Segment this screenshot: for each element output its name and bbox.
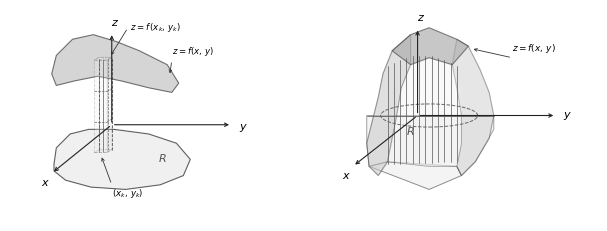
Text: y: y — [563, 110, 570, 121]
Text: z: z — [417, 13, 423, 23]
Polygon shape — [369, 162, 461, 189]
Text: $z = f\,(x_k,\,y_k)$: $z = f\,(x_k,\,y_k)$ — [131, 21, 181, 34]
Text: $(x_k,\,y_k)$: $(x_k,\,y_k)$ — [112, 187, 143, 200]
Polygon shape — [107, 57, 112, 152]
Polygon shape — [452, 39, 494, 176]
Polygon shape — [367, 116, 494, 176]
Text: R: R — [158, 154, 166, 164]
Polygon shape — [367, 35, 410, 176]
Text: z: z — [111, 18, 117, 28]
Text: x: x — [342, 171, 349, 181]
Text: x: x — [41, 178, 48, 188]
Polygon shape — [387, 58, 461, 166]
Polygon shape — [54, 129, 191, 189]
Polygon shape — [95, 150, 112, 152]
Polygon shape — [392, 28, 469, 65]
Text: y: y — [239, 122, 245, 132]
Text: $z = f(x,\,y)$: $z = f(x,\,y)$ — [172, 45, 214, 58]
Polygon shape — [95, 57, 112, 60]
Text: $z = f(x,\,y)$: $z = f(x,\,y)$ — [512, 43, 556, 55]
Polygon shape — [52, 35, 178, 92]
Text: R: R — [407, 127, 415, 137]
Polygon shape — [95, 60, 107, 152]
